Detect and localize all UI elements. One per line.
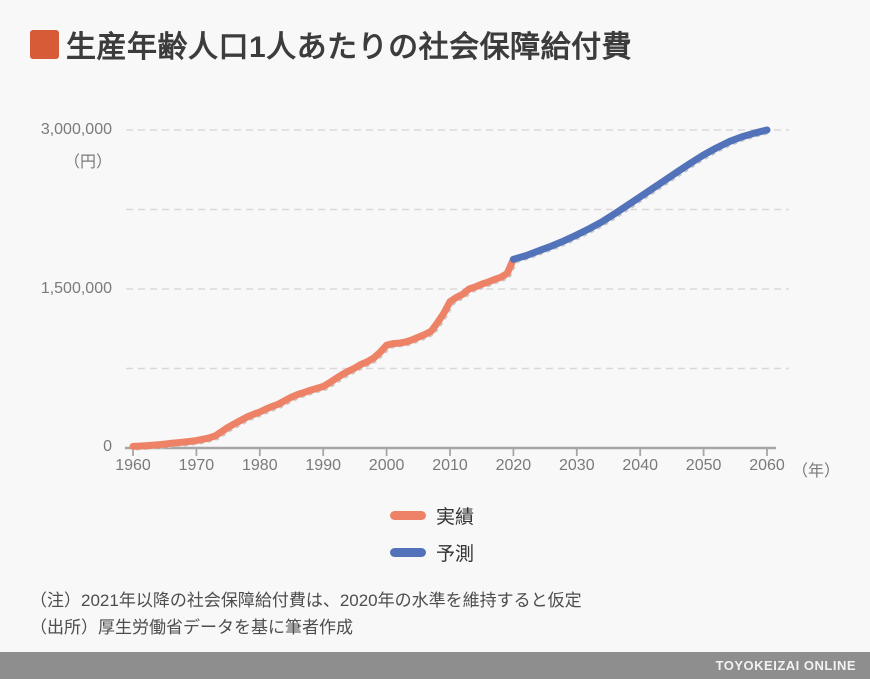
x-tick-label-2050: 2050 — [685, 457, 722, 474]
legend-swatch-forecast — [390, 548, 426, 557]
x-tick-label-2010: 2010 — [432, 457, 468, 474]
x-tick-label-2030: 2030 — [559, 457, 595, 474]
y-tick-label-0: 0 — [103, 438, 112, 455]
title-row: 生産年齢人口1人あたりの社会保障給付費 — [30, 22, 632, 66]
y-axis-unit: （円） — [63, 154, 112, 171]
x-tick-label-2040: 2040 — [622, 457, 658, 474]
title-bullet-square — [30, 29, 59, 59]
y-tick-label-1500000: 1,500,000 — [40, 280, 112, 297]
series-shadow-予測 — [516, 132, 771, 264]
x-tick-label-1970: 1970 — [178, 457, 215, 474]
legend-label-actual: 実績 — [436, 507, 475, 528]
legend-item-actual: 実績 — [390, 502, 474, 529]
x-tick-label-2060: 2060 — [749, 457, 785, 474]
x-tick-label-1980: 1980 — [242, 457, 278, 474]
footer-brand: TOYOKEIZAI ONLINE — [715, 658, 856, 673]
note-source: （出所）厚生労働省データを基に筆者作成 — [30, 618, 353, 637]
x-tick-label-1960: 1960 — [115, 457, 151, 474]
note-assumption: （注）2021年以降の社会保障給付費は、2020年の水準を維持すると仮定 — [30, 591, 582, 610]
legend-label-forecast: 予測 — [436, 544, 475, 565]
x-tick-label-2020: 2020 — [495, 457, 532, 474]
legend-item-forecast: 予測 — [390, 539, 474, 566]
legend-swatch-actual — [390, 511, 426, 520]
series-shadow-実績 — [135, 261, 518, 451]
x-tick-label-1990: 1990 — [305, 457, 341, 474]
series-line-実績 — [129, 255, 517, 450]
x-tick-label-2000: 2000 — [368, 457, 405, 474]
page-title: 生産年齢人口1人あたりの社会保障給付費 — [66, 31, 633, 64]
x-axis-unit: （年） — [792, 463, 841, 480]
series-line-予測 — [509, 126, 771, 263]
y-tick-label-3000000: 3,000,000 — [40, 121, 112, 138]
footer-bar: TOYOKEIZAI ONLINE — [0, 652, 870, 679]
